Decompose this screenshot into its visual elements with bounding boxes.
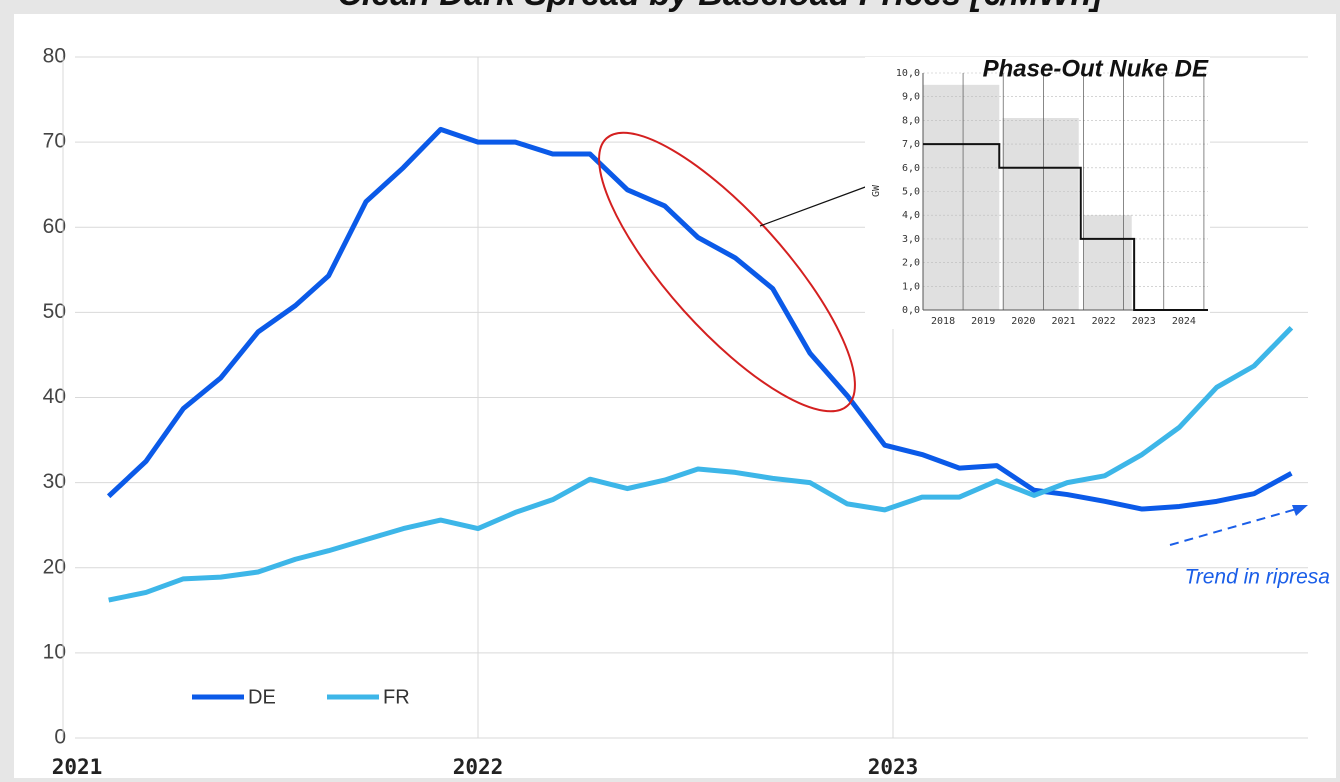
inset-x-tick-label: 2021 (1051, 316, 1075, 327)
highlight-ellipse (598, 131, 856, 413)
y-tick-label: 0 (54, 726, 66, 749)
legend-label: DE (248, 686, 276, 708)
capacity-step (923, 143, 1208, 311)
x-tick-label: 2023 (868, 755, 919, 779)
inset-x-tick-label: 2023 (1132, 316, 1156, 327)
capacity-bar (1002, 118, 1079, 310)
line-series (108, 325, 1294, 603)
y-tick-label: 10 (43, 640, 66, 663)
inset-y-tick-label: 9,0 (902, 92, 920, 103)
y-tick-label: 80 (43, 45, 66, 68)
inset-y-tick-label: 3,0 (902, 234, 920, 245)
x-tick-label: 2021 (52, 755, 103, 779)
inset-x-tick-label: 2020 (1011, 316, 1035, 327)
inset-y-tick-label: 7,0 (902, 139, 920, 150)
inset-y-label: GW (871, 184, 882, 197)
chart-title: Clean Dark Spread by Baseload Prices [€/… (337, 0, 1104, 13)
inset-y-tick-label: 6,0 (902, 163, 920, 174)
inset-y-tick-label: 1,0 (902, 281, 920, 292)
y-tick-label: 20 (43, 555, 66, 578)
inset-title: Phase-Out Nuke DE (983, 55, 1209, 82)
line-series (106, 126, 1293, 512)
y-tick-label: 60 (43, 215, 66, 238)
y-tick-label: 50 (43, 300, 66, 323)
inset-y-tick-label: 10,0 (896, 68, 920, 79)
inset-y-tick-label: 4,0 (902, 210, 920, 221)
inset-y-tick-label: 5,0 (902, 187, 920, 198)
annotation: Trend in ripresa (1184, 566, 1330, 589)
y-tick-label: 30 (43, 470, 66, 493)
capacity-bar (923, 84, 1000, 310)
y-tick-label: 70 (43, 130, 66, 153)
legend-label: FR (383, 686, 410, 708)
inset-y-tick-label: 8,0 (902, 115, 920, 126)
inset-y-tick-label: 2,0 (902, 258, 920, 269)
callout-line (759, 185, 869, 227)
inset-x-tick-label: 2024 (1172, 316, 1196, 327)
inset-x-tick-label: 2018 (931, 316, 955, 327)
trend-arrow (1169, 507, 1301, 546)
trend-arrowhead (1292, 505, 1308, 516)
inset-x-tick-label: 2019 (971, 316, 995, 327)
inset-y-tick-label: 0,0 (902, 305, 920, 316)
inset-x-tick-label: 2022 (1092, 316, 1116, 327)
y-tick-label: 40 (43, 385, 66, 408)
x-tick-label: 2022 (453, 755, 504, 779)
